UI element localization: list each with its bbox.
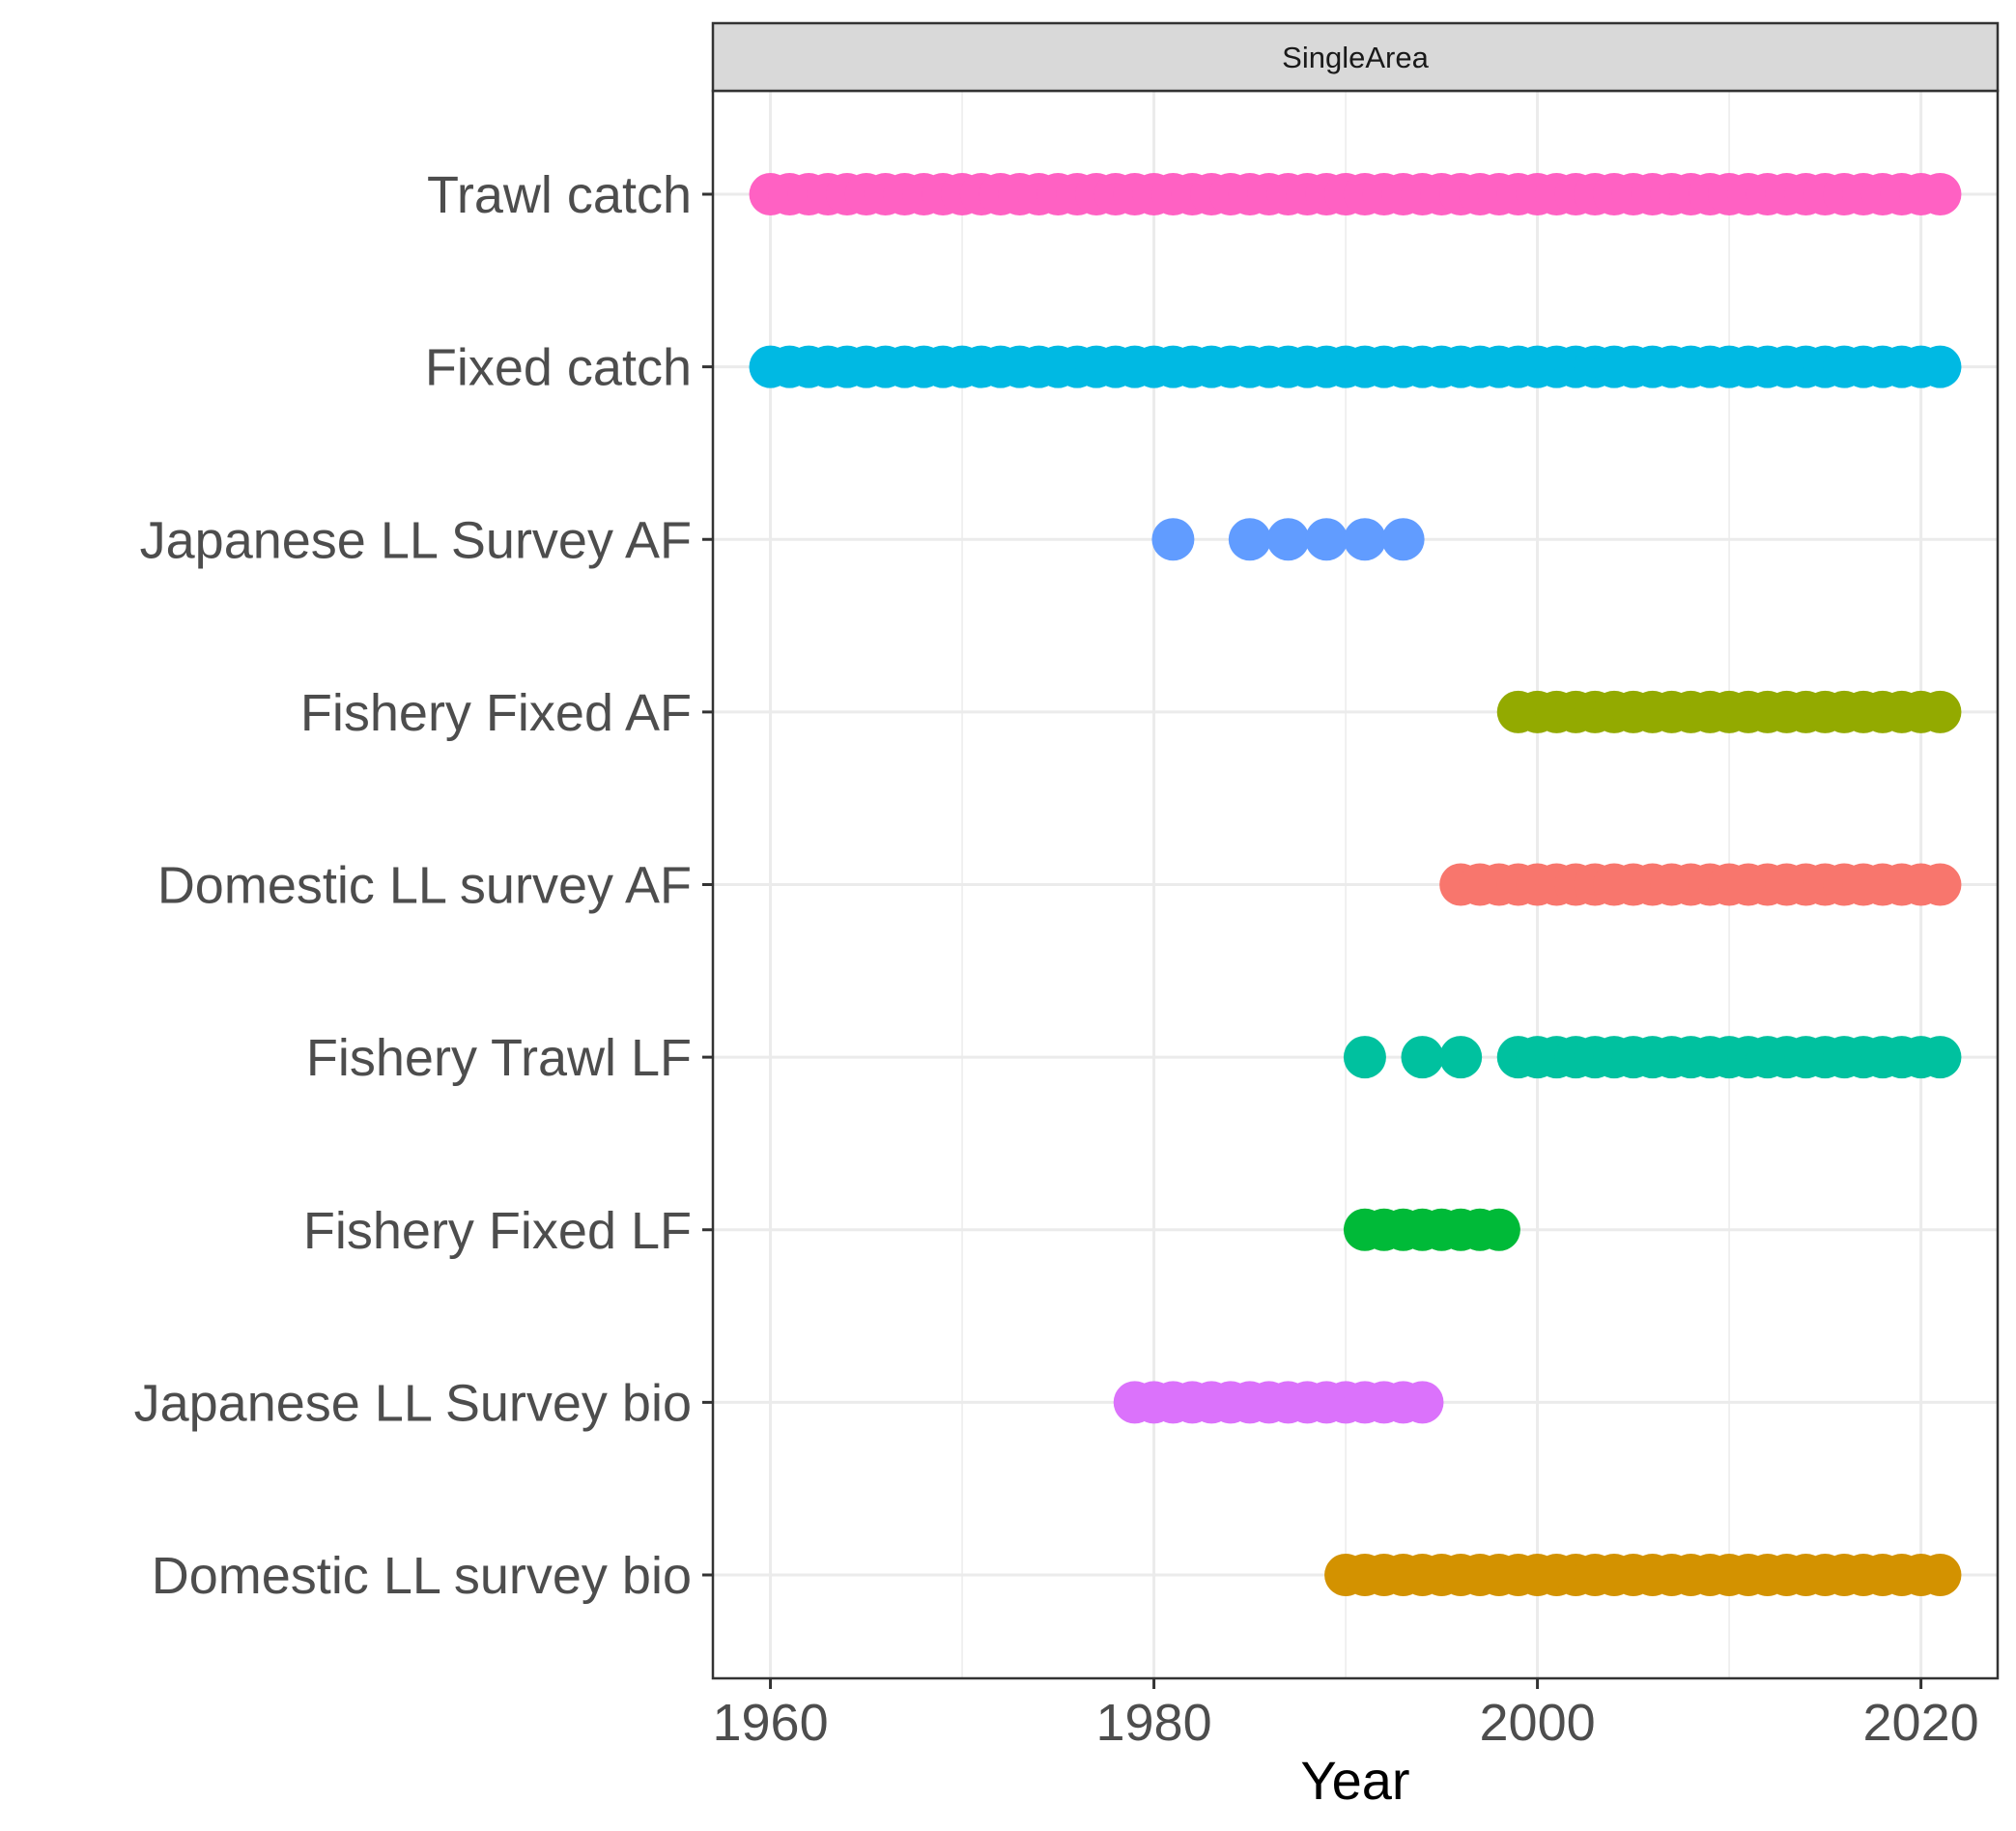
data-points	[749, 173, 1962, 1596]
data-point	[1401, 1036, 1444, 1079]
y-tick-label: Fishery Fixed LF	[303, 1202, 692, 1260]
y-tick-label: Trawl catch	[427, 166, 692, 224]
y-tick-label: Fishery Fixed AF	[300, 684, 692, 742]
data-point	[1918, 173, 1962, 215]
data-point	[1918, 345, 1962, 388]
x-tick-label: 1980	[1095, 1694, 1211, 1752]
series-fishery-trawl-lf	[1343, 1036, 1962, 1079]
y-tick-label: Domestic LL survey AF	[157, 857, 692, 915]
data-point	[1918, 863, 1962, 906]
series-fishery-fixed-af	[1496, 690, 1962, 733]
data-point	[1266, 518, 1310, 561]
y-tick-label: Japanese LL Survey bio	[134, 1374, 692, 1432]
data-point	[1401, 1381, 1444, 1424]
facet-strip	[711, 21, 2000, 93]
data-point	[1381, 518, 1425, 561]
series-domestic-ll-survey-af	[1439, 863, 1962, 906]
x-axis: 1960 1980 2000 2020	[712, 1678, 1979, 1752]
data-point	[1151, 518, 1195, 561]
y-tick-label: Fixed catch	[425, 339, 692, 397]
data-point	[1918, 690, 1962, 733]
facet-strip-label: SingleArea	[1282, 41, 1429, 74]
data-point	[1477, 1208, 1520, 1251]
x-tick-label: 1960	[712, 1694, 828, 1752]
x-axis-title: Year	[1300, 1750, 1409, 1811]
data-point	[1228, 518, 1271, 561]
series-fishery-fixed-lf	[1343, 1208, 1520, 1251]
y-axis: Trawl catch Fixed catch Japanese LL Survey…	[134, 166, 713, 1605]
data-point	[1343, 1036, 1386, 1079]
data-point	[1305, 518, 1349, 561]
x-tick-label: 2000	[1480, 1694, 1596, 1752]
y-tick-label: Domestic LL survey bio	[152, 1547, 692, 1605]
data-point	[1439, 1036, 1483, 1079]
data-point	[1343, 518, 1386, 561]
data-point	[1918, 1036, 1962, 1079]
y-tick-label: Fishery Trawl LF	[306, 1029, 692, 1087]
series-japanese-ll-survey-af	[1151, 518, 1425, 561]
series-domestic-ll-survey-bio	[1324, 1554, 1962, 1596]
x-tick-label: 2020	[1863, 1694, 1979, 1752]
series-japanese-ll-survey-bio	[1113, 1381, 1444, 1424]
data-point	[1918, 1554, 1962, 1596]
y-tick-label: Japanese LL Survey AF	[140, 511, 692, 569]
series-trawl-catch	[749, 173, 1962, 215]
series-fixed-catch	[749, 345, 1962, 388]
